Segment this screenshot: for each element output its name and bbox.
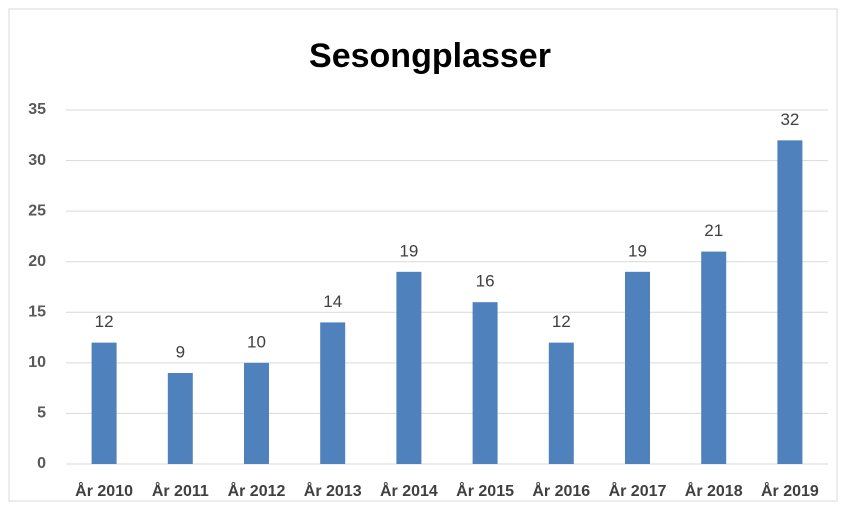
chart-title: Sesongplasser bbox=[309, 37, 551, 75]
bar bbox=[396, 271, 422, 464]
x-tick-label: År 2013 bbox=[304, 481, 362, 500]
x-tick-label: År 2011 bbox=[152, 481, 209, 500]
y-tick-label: 25 bbox=[28, 202, 46, 219]
value-label: 14 bbox=[323, 292, 342, 311]
bar bbox=[167, 372, 193, 464]
bar bbox=[777, 140, 803, 465]
x-tick-label: År 2010 bbox=[75, 481, 133, 500]
y-tick-label: 15 bbox=[28, 304, 46, 321]
chart-border bbox=[8, 8, 838, 502]
y-tick-label: 35 bbox=[28, 101, 46, 118]
value-label: 12 bbox=[95, 312, 114, 331]
x-tick-label: År 2019 bbox=[761, 481, 819, 500]
bar bbox=[548, 342, 574, 464]
y-tick-label: 30 bbox=[28, 152, 46, 169]
y-tick-label: 5 bbox=[37, 405, 46, 422]
bar bbox=[244, 362, 269, 464]
value-label: 32 bbox=[780, 110, 799, 129]
value-label: 19 bbox=[628, 241, 647, 260]
bar bbox=[320, 322, 346, 464]
bar bbox=[472, 302, 498, 464]
value-label: 19 bbox=[399, 241, 418, 260]
bar bbox=[701, 251, 727, 464]
x-tick-label: År 2016 bbox=[532, 481, 590, 500]
y-tick-label: 0 bbox=[37, 455, 46, 472]
value-label: 12 bbox=[552, 312, 571, 331]
value-label: 9 bbox=[176, 342, 185, 361]
x-tick-label: År 2012 bbox=[228, 481, 286, 500]
value-label: 21 bbox=[704, 221, 723, 240]
value-label: 16 bbox=[476, 272, 495, 291]
x-tick-label: År 2014 bbox=[380, 481, 438, 500]
bar bbox=[625, 271, 650, 464]
y-tick-label: 10 bbox=[28, 354, 46, 371]
x-tick-label: År 2018 bbox=[685, 481, 743, 500]
y-tick-label: 20 bbox=[28, 253, 46, 270]
bar bbox=[91, 342, 117, 464]
x-tick-label: År 2017 bbox=[609, 481, 667, 500]
value-label: 10 bbox=[247, 332, 266, 351]
x-tick-label: År 2015 bbox=[456, 481, 514, 500]
